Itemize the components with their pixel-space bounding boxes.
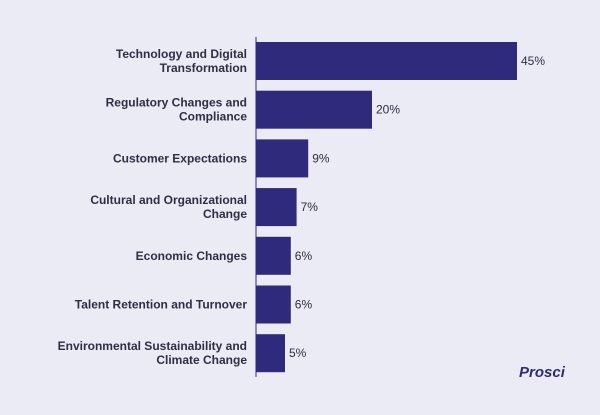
bar-2 <box>256 90 372 129</box>
bar-4 <box>256 188 297 227</box>
bar-1 <box>256 42 517 80</box>
category-label-1: Technology and Digital Transformation <box>116 47 247 75</box>
category-label-line: Economic Changes <box>136 249 248 263</box>
category-label-3: Customer Expectations <box>113 151 247 165</box>
category-label-5: Economic Changes <box>136 249 248 263</box>
value-label-5: 6% <box>295 249 313 263</box>
category-label-line: Talent Retention and Turnover <box>75 298 248 312</box>
prosci-logo: Prosci <box>519 364 565 381</box>
value-label-6: 6% <box>295 298 313 312</box>
value-label-2: 20% <box>376 103 400 117</box>
category-label-7: Environmental Sustainability and Climate … <box>58 339 248 367</box>
category-labels-group: Technology and Digital Transformation Regu… <box>58 47 248 367</box>
value-labels-group: 45% 20% 9% 7% 6% 6% 5% <box>289 54 545 360</box>
value-label-4: 7% <box>301 200 319 214</box>
value-label-7: 5% <box>289 346 307 360</box>
bar-7 <box>256 334 285 373</box>
category-label-line: Compliance <box>179 110 247 124</box>
category-label-6: Talent Retention and Turnover <box>75 298 248 312</box>
category-label-line: Change <box>203 207 247 221</box>
category-label-line: Customer Expectations <box>113 151 247 165</box>
category-label-line: Technology and Digital <box>116 47 247 61</box>
category-label-line: Cultural and Organizational <box>90 193 247 207</box>
category-label-line: Environmental Sustainability and <box>58 339 247 353</box>
value-label-1: 45% <box>521 54 545 68</box>
bar-6 <box>256 285 291 324</box>
value-label-3: 9% <box>312 151 330 165</box>
category-label-4: Cultural and Organizational Change <box>90 193 247 221</box>
bar-5 <box>256 236 291 275</box>
category-label-line: Regulatory Changes and <box>106 96 247 110</box>
category-label-2: Regulatory Changes and Compliance <box>106 96 248 124</box>
category-label-line: Transformation <box>160 61 247 75</box>
bars-group <box>256 42 517 373</box>
category-label-line: Climate Change <box>156 353 247 367</box>
bar-3 <box>256 139 309 178</box>
